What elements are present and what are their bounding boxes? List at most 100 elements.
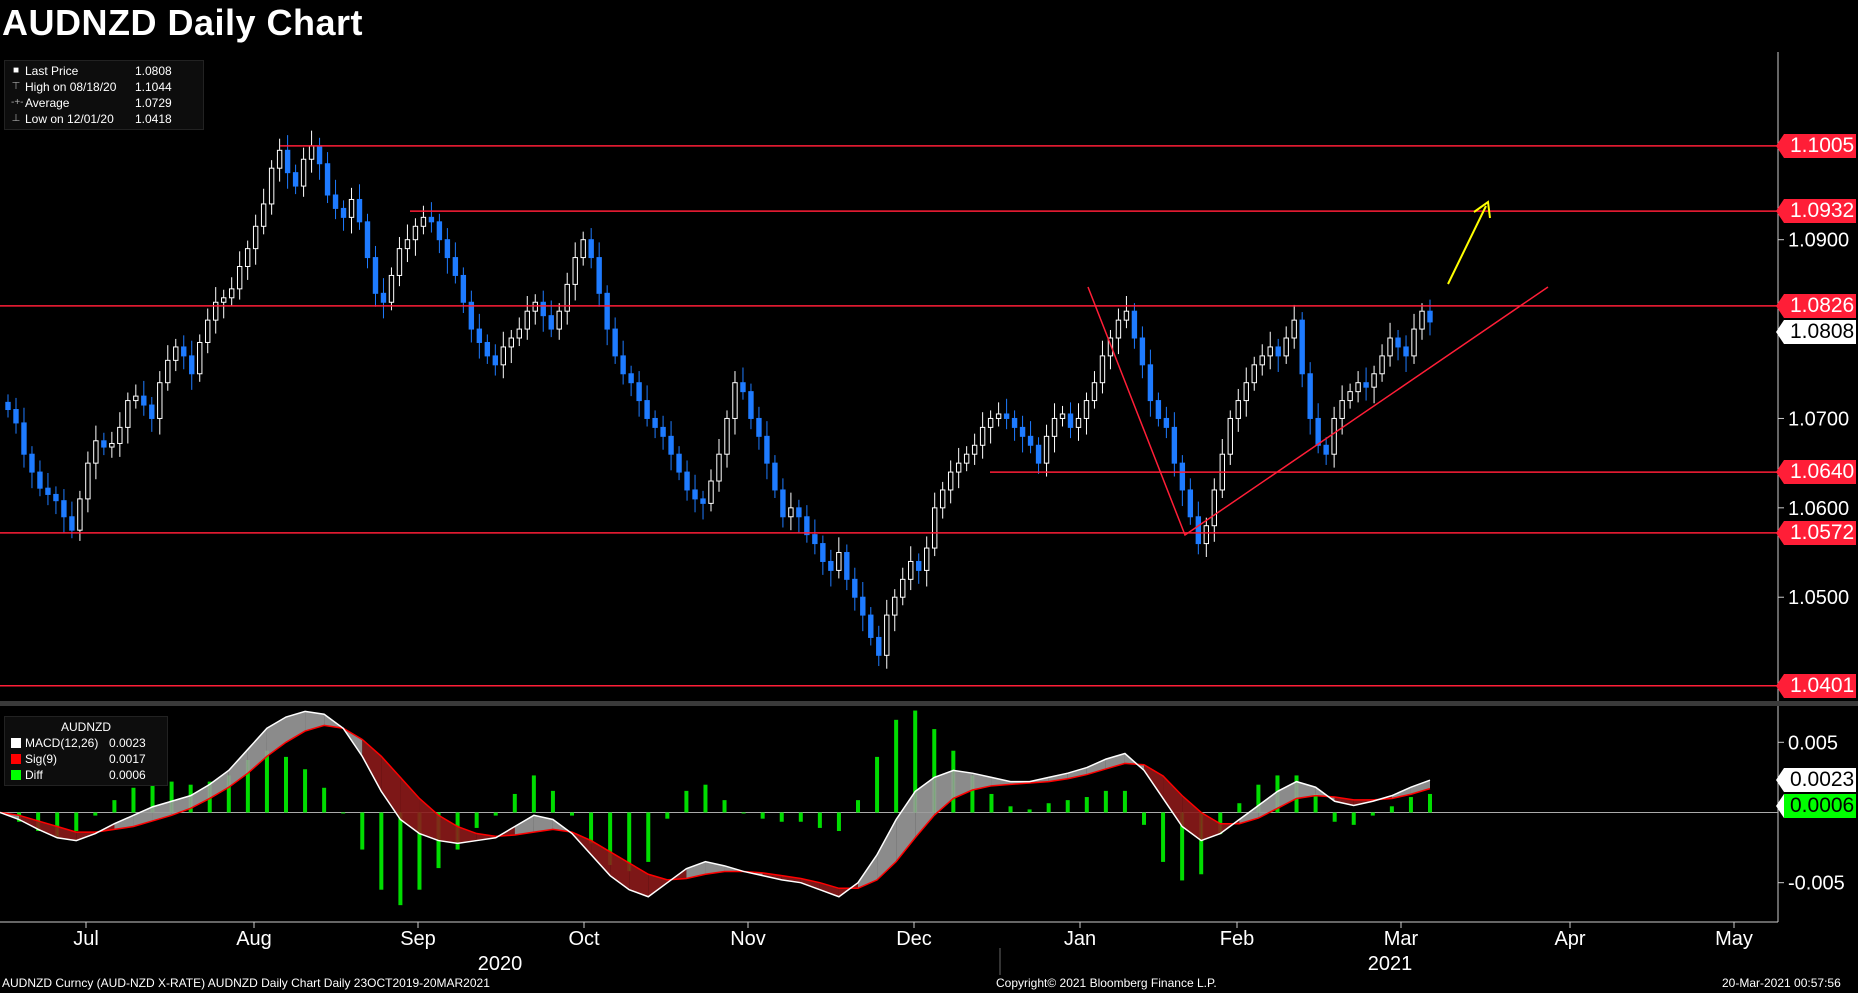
candle-body: [1139, 337, 1146, 366]
macd-histogram-bar: [1027, 809, 1032, 813]
macd-signal-fill: [1163, 775, 1183, 827]
candle-body: [1339, 400, 1345, 419]
candle-body: [652, 417, 658, 428]
candle-body: [508, 337, 514, 348]
candle-body: [1411, 328, 1417, 357]
candle-body: [572, 257, 578, 285]
footer-left: AUDNZD Curncy (AUD-NZD X-RATE) AUDNZD Da…: [2, 976, 490, 990]
candle-body: [1027, 435, 1034, 446]
price-legend-label: Low on 12/01/20: [25, 112, 114, 126]
candle-body: [228, 288, 235, 299]
candle-body: [963, 453, 970, 464]
macd-histogram-bar: [627, 812, 632, 872]
candle-body: [1075, 417, 1082, 428]
candle-body: [133, 395, 139, 402]
macd-histogram-bar: [703, 784, 708, 813]
candle-body: [979, 426, 986, 446]
candle-body: [1147, 364, 1154, 402]
candle-body: [588, 239, 594, 259]
candle-body: [324, 163, 331, 196]
macd-signal-fill: [1086, 759, 1106, 775]
candle-body: [428, 216, 435, 223]
price-tick-label: 1.0700: [1788, 408, 1849, 430]
macd-histogram-bar: [1180, 812, 1185, 881]
candle-body: [1115, 319, 1122, 339]
candle-body: [1307, 373, 1313, 419]
macd-histogram-bar: [474, 812, 479, 828]
candle-body: [380, 292, 387, 303]
candle-body: [364, 221, 371, 259]
candle-body: [173, 346, 179, 361]
macd-histogram-bar: [398, 812, 403, 906]
candle-body: [947, 471, 954, 491]
candle-body: [900, 578, 906, 598]
candle-body: [492, 355, 499, 366]
candle-body: [1059, 413, 1066, 419]
candle-body: [1427, 310, 1433, 323]
projection-arrow-head: [1473, 200, 1491, 219]
candle-body: [101, 440, 107, 448]
macd-histogram-bar: [760, 812, 765, 819]
candle-body: [141, 395, 147, 406]
footer-right: 20-Mar-2021 00:57:56: [1722, 976, 1841, 990]
macd-histogram-bar: [1370, 812, 1375, 816]
candle-body: [756, 417, 762, 437]
candle-body: [676, 453, 682, 473]
candle-body: [708, 480, 714, 504]
macd-histogram-bar: [322, 787, 327, 813]
macd-histogram-bar: [55, 812, 60, 838]
candle-body: [852, 578, 858, 598]
month-label: May: [1715, 928, 1753, 950]
candle-body: [1003, 413, 1010, 419]
candle-body: [844, 552, 850, 580]
candle-body: [700, 498, 706, 504]
candle-body: [812, 534, 818, 545]
candle-body: [436, 221, 443, 241]
candle-body: [1275, 346, 1281, 357]
candle-body: [388, 274, 395, 303]
candle-body: [244, 248, 251, 268]
macd-histogram-bar: [74, 812, 79, 832]
candle-body: [764, 435, 770, 464]
candle-body: [340, 207, 347, 218]
macd-histogram-bar: [646, 812, 651, 862]
candle-body: [276, 149, 283, 169]
candle-body: [93, 440, 99, 464]
candle-body: [796, 507, 802, 518]
macd-histogram-bar: [1084, 797, 1089, 813]
macd-line: [0, 710, 1431, 898]
macd-signal-fill: [419, 798, 439, 841]
macd-legend-row: MACD(12,26) 0.0023: [11, 735, 161, 751]
candle-body: [125, 400, 131, 428]
macd-signal-fill: [648, 874, 668, 897]
candle-body: [1043, 435, 1050, 464]
macd-signal-fill: [514, 815, 534, 835]
candle-body: [476, 328, 483, 343]
candle-body: [724, 417, 730, 455]
macd-histogram-bar: [264, 750, 269, 813]
candle-body: [77, 498, 83, 531]
candle-body: [955, 462, 962, 473]
candle-body: [628, 373, 634, 384]
candle-body: [412, 225, 419, 241]
candle-body: [1123, 310, 1130, 321]
candle-body: [939, 489, 946, 509]
macd-signal-fill: [476, 833, 496, 841]
chart-title: AUDNZD Daily Chart: [2, 2, 364, 43]
macd-histogram-bar: [1161, 812, 1166, 862]
candle-body: [1267, 346, 1273, 357]
candle-body: [660, 426, 666, 437]
macd-signal-fill: [438, 815, 458, 844]
macd-histogram-bar: [512, 793, 517, 813]
candle-body: [268, 167, 275, 205]
candle-body: [540, 301, 546, 317]
macd-signal-fill: [1048, 773, 1068, 782]
macd-value-label: 0.0023: [1776, 768, 1856, 793]
candle-body: [524, 310, 530, 330]
candle-body: [21, 422, 27, 455]
candle-body: [220, 297, 227, 303]
price-legend-row: ■ Last Price 1.0808: [11, 63, 197, 79]
candle-body: [1243, 382, 1249, 402]
macd-histogram-bar: [93, 812, 98, 816]
